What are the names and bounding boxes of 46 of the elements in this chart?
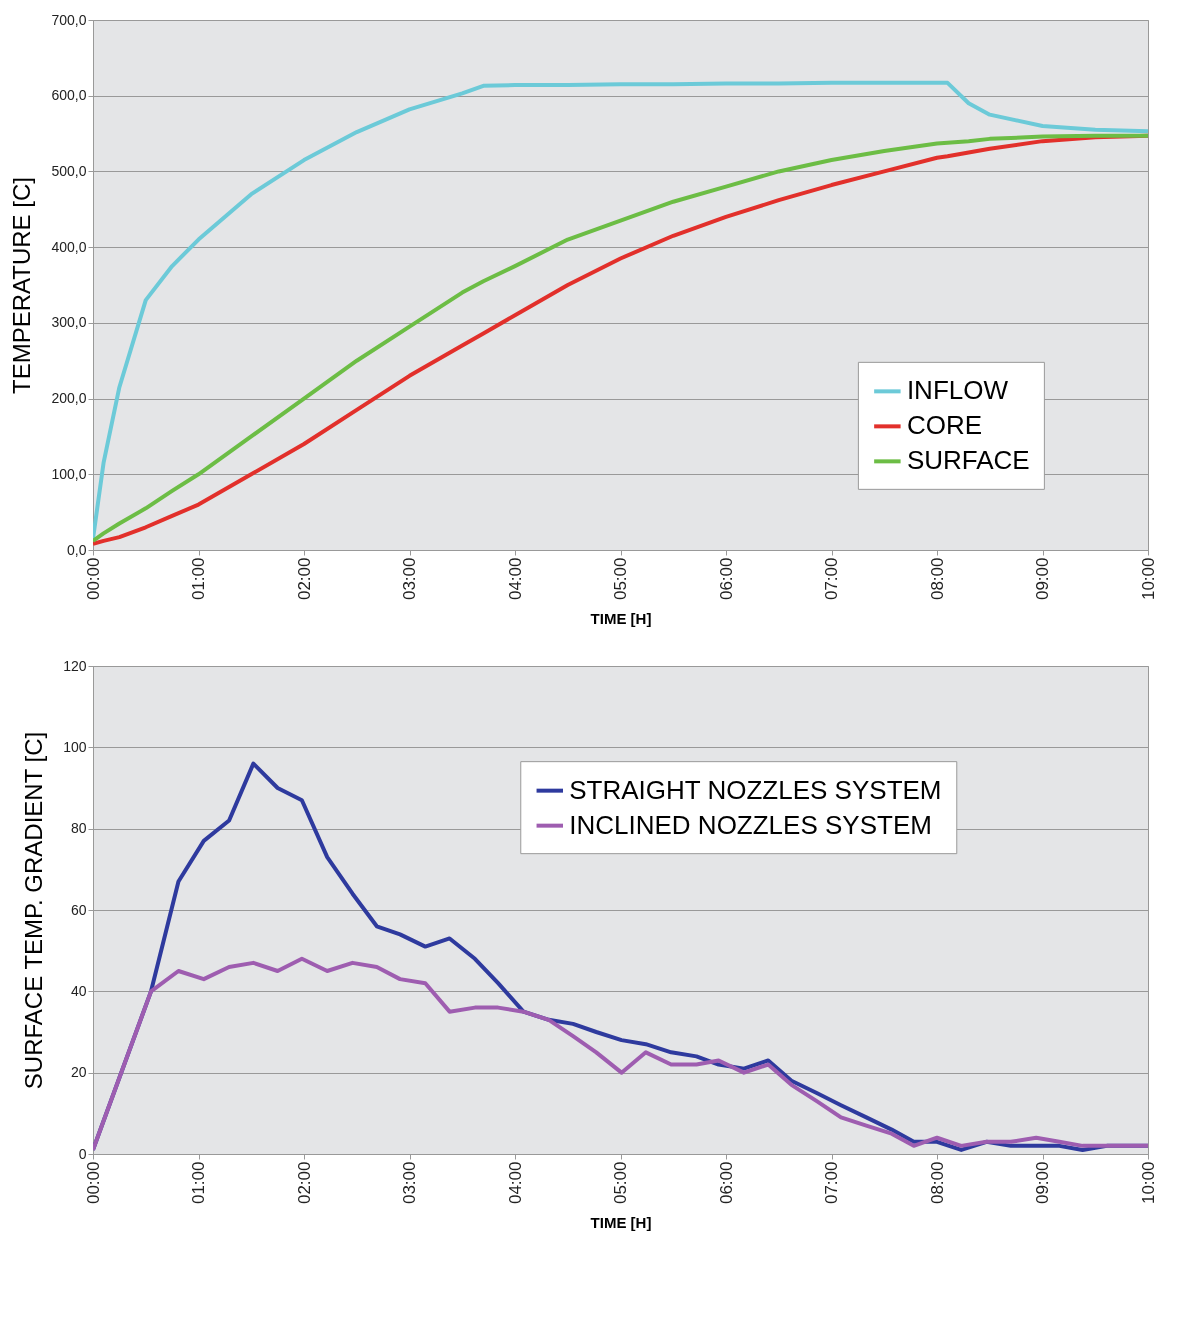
legend-label: INCLINED NOZZLES SYSTEM bbox=[569, 809, 932, 840]
y-tick-label: 40 bbox=[70, 982, 87, 999]
x-tick-label: 01:00 bbox=[189, 1161, 208, 1205]
y-tick-label: 20 bbox=[70, 1064, 87, 1081]
x-tick-label: 10:00 bbox=[1138, 1161, 1158, 1205]
x-tick-label: 03:00 bbox=[400, 1161, 419, 1205]
legend-label: INFLOW bbox=[906, 375, 1009, 406]
x-tick-label: 06:00 bbox=[716, 1161, 736, 1205]
x-tick-label: 02:00 bbox=[294, 557, 314, 601]
y-tick-label: 0 bbox=[78, 1145, 87, 1162]
y-tick-label: 300,0 bbox=[51, 314, 87, 331]
x-tick-label: 08:00 bbox=[927, 557, 947, 601]
x-tick-label: 05:00 bbox=[611, 557, 630, 601]
x-tick-label: 06:00 bbox=[716, 557, 736, 601]
legend-label: SURFACE bbox=[906, 445, 1030, 476]
x-tick-label: 09:00 bbox=[1033, 557, 1052, 601]
x-tick-label: 01:00 bbox=[189, 557, 208, 601]
x-tick-label: 02:00 bbox=[294, 1161, 314, 1205]
x-tick-label: 08:00 bbox=[927, 1161, 947, 1205]
legend-label: STRAIGHT NOZZLES SYSTEM bbox=[569, 774, 942, 805]
x-tick-label: 03:00 bbox=[400, 557, 419, 601]
legend-label: CORE bbox=[906, 410, 982, 441]
y-tick-label: 200,0 bbox=[51, 390, 87, 407]
y-tick-label: 600,0 bbox=[51, 87, 87, 104]
y-tick-label: 500,0 bbox=[51, 162, 87, 179]
x-tick-label: 04:00 bbox=[505, 557, 525, 601]
x-axis-title: TIME [H] bbox=[590, 1214, 652, 1232]
y-tick-label: 400,0 bbox=[51, 238, 87, 255]
y-axis-title: SURFACE TEMP. GRADIENT [C] bbox=[20, 731, 48, 1090]
y-axis-title: TEMPERATURE [C] bbox=[8, 177, 36, 394]
x-tick-label: 09:00 bbox=[1033, 1161, 1052, 1205]
y-tick-label: 0,0 bbox=[67, 541, 87, 558]
x-tick-label: 00:00 bbox=[83, 557, 103, 601]
x-tick-label: 00:00 bbox=[83, 1161, 103, 1205]
x-tick-label: 05:00 bbox=[611, 1161, 630, 1205]
x-tick-label: 04:00 bbox=[505, 1161, 525, 1205]
x-tick-label: 10:00 bbox=[1138, 557, 1158, 601]
x-tick-label: 07:00 bbox=[822, 557, 841, 601]
x-tick-label: 07:00 bbox=[822, 1161, 841, 1205]
x-axis-title: TIME [H] bbox=[590, 610, 652, 628]
y-tick-label: 100 bbox=[63, 738, 87, 755]
y-tick-label: 120 bbox=[63, 657, 87, 674]
y-tick-label: 700,0 bbox=[51, 11, 87, 28]
y-tick-label: 100,0 bbox=[51, 465, 87, 482]
y-tick-label: 60 bbox=[70, 901, 87, 918]
y-tick-label: 80 bbox=[70, 820, 87, 837]
